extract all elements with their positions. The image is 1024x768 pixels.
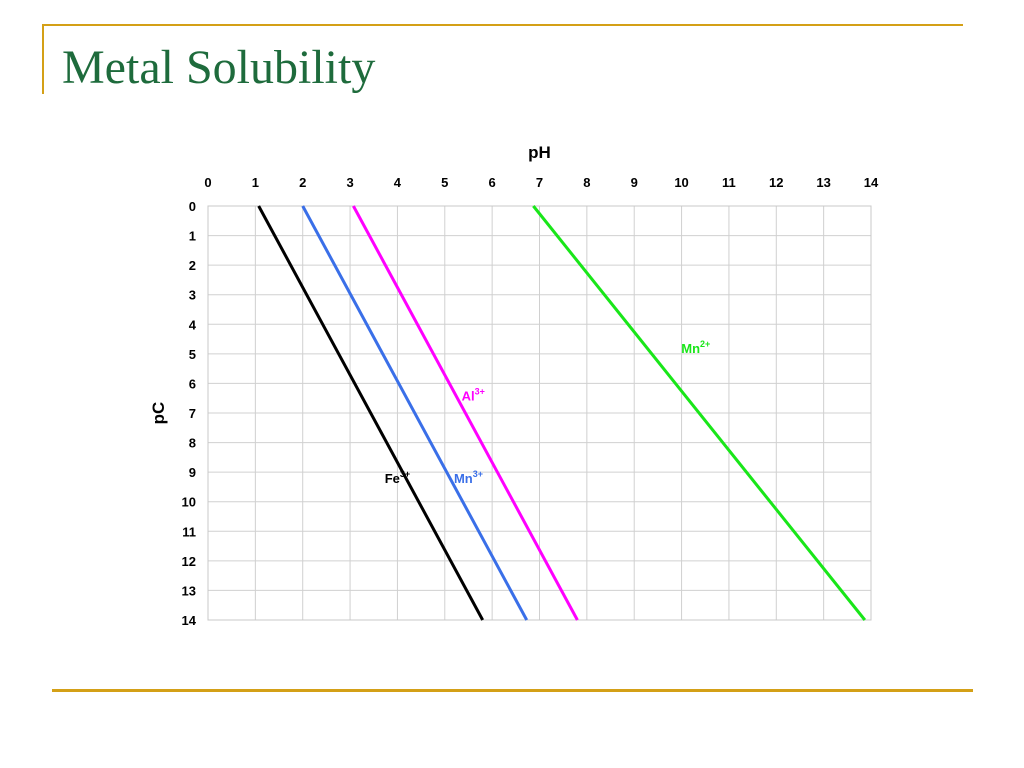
x-tick-label: 0 <box>204 175 211 190</box>
chart-grid <box>207 205 872 621</box>
series-lines <box>257 205 867 621</box>
x-tick-label: 11 <box>722 175 736 190</box>
y-tick-label: 5 <box>189 347 196 362</box>
x-axis-label: pH <box>528 143 551 162</box>
series-line-0 <box>257 205 484 621</box>
series-line-2 <box>352 205 579 621</box>
y-tick-label: 2 <box>189 258 196 273</box>
y-tick-label: 13 <box>182 583 196 598</box>
left-accent-rule <box>42 24 44 94</box>
x-tick-label: 4 <box>394 175 402 190</box>
x-tick-label: 13 <box>816 175 830 190</box>
y-tick-label: 9 <box>189 465 196 480</box>
y-tick-label: 14 <box>182 613 197 628</box>
y-tick-label: 11 <box>182 524 196 539</box>
y-tick-label: 4 <box>189 317 197 332</box>
x-tick-label: 5 <box>441 175 448 190</box>
x-tick-label: 2 <box>299 175 306 190</box>
y-tick-label: 6 <box>189 376 196 391</box>
series-label: Fe3+ <box>385 469 410 486</box>
y-tick-label: 12 <box>182 554 196 569</box>
slide-title: Metal Solubility <box>62 41 376 94</box>
x-tick-label: 6 <box>489 175 496 190</box>
x-tick-label: 12 <box>769 175 783 190</box>
series-labels: Fe3+ Mn3+ Al3+ Mn2+ <box>385 339 711 486</box>
x-tick-label: 3 <box>346 175 353 190</box>
y-tick-label: 0 <box>189 199 196 214</box>
series-label: Mn2+ <box>681 339 710 356</box>
x-tick-label: 9 <box>631 175 638 190</box>
series-label: Mn3+ <box>454 469 483 486</box>
top-accent-rule <box>42 24 963 26</box>
y-tick-label: 8 <box>189 436 196 451</box>
bottom-accent-rule <box>52 689 973 692</box>
x-tick-label: 14 <box>864 175 879 190</box>
y-tick-label: 7 <box>189 406 196 421</box>
y-tick-label: 3 <box>189 288 196 303</box>
y-tick-label: 1 <box>189 229 196 244</box>
x-tick-label: 10 <box>674 175 688 190</box>
x-tick-label: 7 <box>536 175 543 190</box>
x-tick-labels: 0 1 2 3 4 5 6 7 8 9 10 11 12 13 14 <box>204 175 879 190</box>
x-tick-label: 8 <box>583 175 590 190</box>
series-line-1 <box>301 205 529 621</box>
plot-frame <box>207 205 872 621</box>
series-line-3 <box>532 205 867 621</box>
x-tick-label: 1 <box>252 175 259 190</box>
y-tick-label: 10 <box>182 495 196 510</box>
series-label: Al3+ <box>462 386 485 403</box>
y-axis-label: pC <box>149 402 168 425</box>
